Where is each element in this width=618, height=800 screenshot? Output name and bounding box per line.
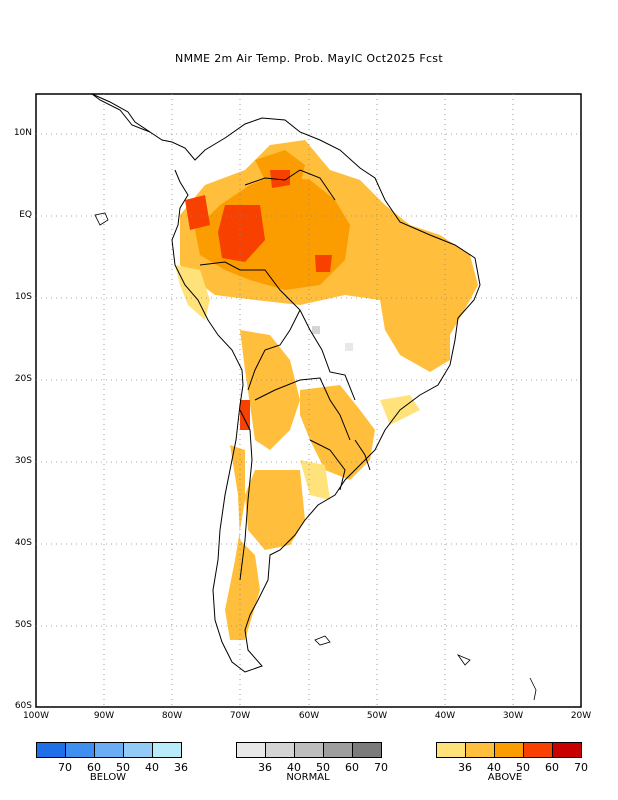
legend-below-tick: 60 — [87, 761, 101, 774]
legend-above-swatch — [494, 742, 524, 758]
lon-label-100w: 100W — [22, 711, 50, 721]
legend-below-swatch — [94, 742, 124, 758]
islands — [94, 212, 537, 701]
legend-above-swatch — [523, 742, 553, 758]
legend-above-tick: 70 — [574, 761, 588, 774]
legend-below-swatch — [36, 742, 66, 758]
lon-label-30w: 30W — [502, 711, 524, 721]
lon-label-50w: 50W — [366, 711, 388, 721]
central-america — [91, 93, 151, 133]
legend-above-swatch — [436, 742, 466, 758]
legend-normal-tick: 40 — [287, 761, 301, 774]
legend-normal-swatch — [265, 742, 295, 758]
coastlines — [91, 93, 481, 673]
legend-above-name: ABOVE — [487, 772, 523, 783]
legend-below-swatch — [65, 742, 95, 758]
legend-below-name: BELOW — [89, 772, 127, 783]
legend-below-tick: 40 — [145, 761, 159, 774]
lat-label-10n: 10N — [13, 128, 32, 138]
legend-above-swatch — [465, 742, 495, 758]
legend-normal-swatch — [352, 742, 382, 758]
legend-below-swatch — [123, 742, 153, 758]
legend-normal-bar — [236, 742, 382, 758]
lon-label-60w: 60W — [298, 711, 320, 721]
map-title: NMME 2m Air Temp. Prob. MayIC Oct2025 Fc… — [175, 52, 443, 65]
legend-normal-swatch — [323, 742, 353, 758]
lon-label-90w: 90W — [93, 711, 115, 721]
legend-below-tick: 50 — [116, 761, 130, 774]
lon-label-80w: 80W — [161, 711, 183, 721]
lon-label-70w: 70W — [229, 711, 251, 721]
legend-above-tick: 50 — [516, 761, 530, 774]
legend-above-tick: 40 — [487, 761, 501, 774]
legend-below-tick: 70 — [58, 761, 72, 774]
legend-normal-swatch — [236, 742, 266, 758]
legend-above-tick: 36 — [458, 761, 472, 774]
lon-label-20w: 20W — [570, 711, 592, 721]
lat-label-20s: 20S — [14, 374, 32, 384]
lat-label-10s: 10S — [14, 292, 32, 302]
lat-label-40s: 40S — [14, 538, 32, 548]
legend-below-bar — [36, 742, 182, 758]
legend-above-tick: 60 — [545, 761, 559, 774]
lat-label-eq: EQ — [19, 210, 32, 220]
graticule — [36, 94, 581, 707]
legend-above-swatch — [552, 742, 582, 758]
lat-label-60s: 60S — [14, 701, 32, 711]
lon-label-40w: 40W — [434, 711, 456, 721]
legend-normal-tick: 50 — [316, 761, 330, 774]
legend-below-swatch — [152, 742, 182, 758]
legend-normal-swatch — [294, 742, 324, 758]
legend-below-tick: 36 — [174, 761, 188, 774]
legend-normal-tick: 36 — [258, 761, 272, 774]
legend-normal-tick: 70 — [374, 761, 388, 774]
probability-shading — [175, 140, 478, 640]
lat-label-50s: 50S — [14, 620, 32, 630]
legend-normal-tick: 60 — [345, 761, 359, 774]
legend-above-bar — [436, 742, 582, 758]
legend-normal-name: NORMAL — [286, 772, 330, 783]
lat-label-30s: 30S — [14, 456, 32, 466]
